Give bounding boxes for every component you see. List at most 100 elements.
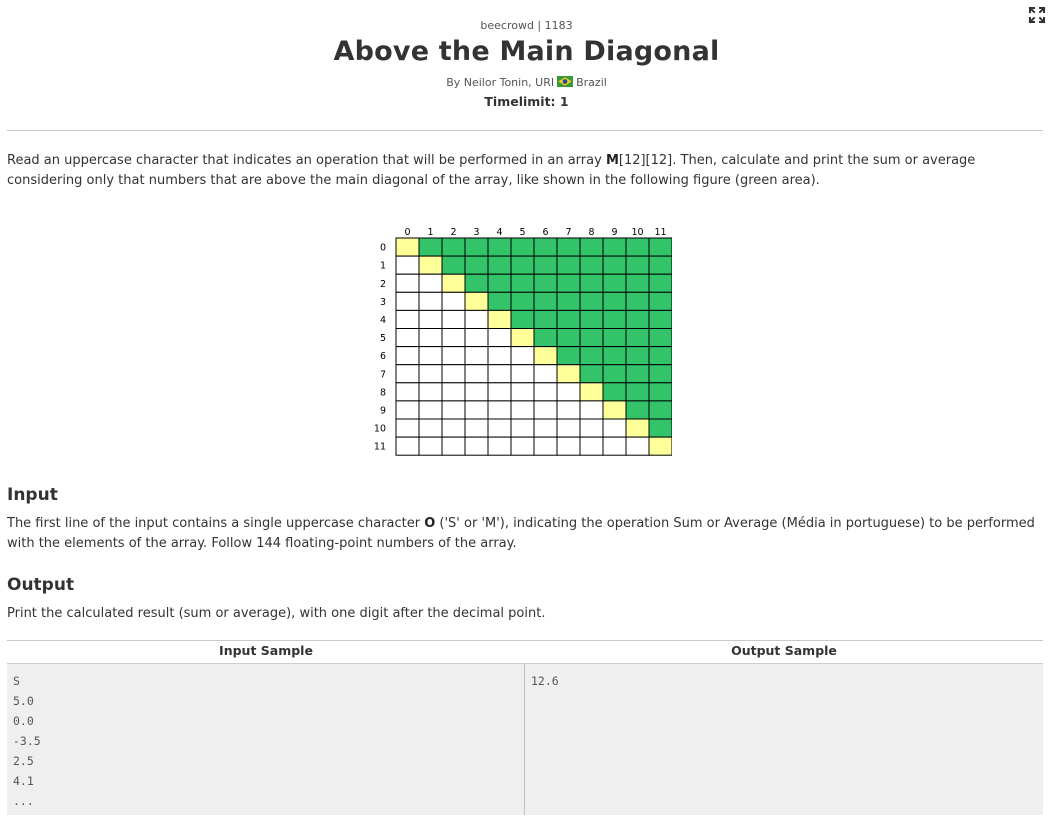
matrix-cell bbox=[464, 418, 489, 438]
matrix-cell bbox=[441, 328, 466, 348]
matrix-cell bbox=[418, 418, 443, 438]
matrix-cell bbox=[418, 364, 443, 384]
matrix-cell bbox=[556, 291, 581, 311]
row-label: 2 bbox=[380, 279, 386, 290]
matrix-cell bbox=[533, 309, 558, 330]
matrix-cell bbox=[441, 273, 466, 293]
output-sample-header: Output Sample bbox=[731, 643, 837, 658]
diagonal-figure: 0 1 2 3 4 5 6 7 8 9 10 11 0 1 2 3 4 5 6 7 8 9 10 11 bbox=[372, 225, 673, 457]
matrix-cell bbox=[625, 309, 650, 330]
brazil-flag-icon bbox=[557, 76, 574, 87]
matrix-cell bbox=[418, 382, 443, 402]
page-title: Above the Main Diagonal bbox=[333, 36, 720, 67]
matrix-cell bbox=[556, 436, 581, 456]
matrix-cell bbox=[556, 418, 581, 438]
matrix-cell bbox=[625, 237, 650, 257]
matrix-cell bbox=[418, 273, 443, 293]
output-description: Print the calculated result (sum or aver… bbox=[7, 606, 546, 621]
matrix-cell bbox=[648, 400, 673, 420]
matrix-cell bbox=[418, 400, 443, 420]
matrix-cell bbox=[579, 255, 604, 275]
matrix-cell bbox=[625, 255, 650, 275]
row-label: 7 bbox=[380, 369, 386, 380]
matrix-cell bbox=[556, 364, 581, 384]
matrix-cell bbox=[625, 346, 650, 366]
expand-button[interactable] bbox=[1027, 5, 1047, 25]
matrix-cell bbox=[510, 309, 535, 330]
matrix-cell bbox=[602, 382, 627, 402]
matrix-cell bbox=[602, 418, 627, 438]
input-heading: Input bbox=[7, 485, 58, 505]
matrix-cell bbox=[395, 346, 420, 366]
matrix-cell bbox=[464, 309, 489, 330]
column-label: 0 bbox=[404, 227, 410, 238]
matrix-cell bbox=[441, 418, 466, 438]
row-label: 8 bbox=[380, 387, 386, 398]
array-name: M bbox=[605, 153, 619, 168]
matrix-cell bbox=[625, 328, 650, 348]
matrix-cell bbox=[510, 382, 535, 402]
row-label: 5 bbox=[380, 333, 386, 344]
matrix-cell bbox=[510, 273, 535, 293]
row-label: 3 bbox=[380, 297, 386, 308]
header-divider bbox=[7, 130, 1043, 131]
matrix-cell bbox=[602, 309, 627, 330]
matrix-cell bbox=[533, 291, 558, 311]
matrix-cell bbox=[625, 291, 650, 311]
matrix-cell bbox=[648, 309, 673, 330]
timelimit: Timelimit: 1 bbox=[484, 94, 569, 109]
matrix-cell bbox=[579, 346, 604, 366]
column-label: 6 bbox=[542, 227, 548, 238]
matrix-cell bbox=[464, 237, 489, 257]
author-name: By Neilor Tonin, URI bbox=[446, 76, 555, 89]
matrix-cell bbox=[487, 418, 512, 438]
matrix-cell bbox=[533, 436, 558, 456]
matrix-cell bbox=[487, 400, 512, 420]
sample-table: Input Sample Output Sample S 5.0 0.0 -3.… bbox=[7, 640, 1043, 815]
output-sample-text: 12.6 bbox=[531, 674, 559, 688]
matrix-cell bbox=[579, 436, 604, 456]
input-sample-cell: S 5.0 0.0 -3.5 2.5 4.1 ... bbox=[7, 663, 525, 815]
matrix-cell bbox=[441, 436, 466, 456]
matrix-cell bbox=[395, 309, 420, 330]
matrix-cell bbox=[602, 364, 627, 384]
matrix-cell bbox=[464, 255, 489, 275]
matrix-cell bbox=[533, 273, 558, 293]
matrix-cell bbox=[395, 382, 420, 402]
matrix-cell bbox=[395, 291, 420, 311]
row-label: 1 bbox=[380, 261, 386, 272]
matrix-cell bbox=[487, 255, 512, 275]
matrix-cell bbox=[487, 291, 512, 311]
matrix-cell bbox=[533, 328, 558, 348]
matrix-cell bbox=[602, 436, 627, 456]
matrix-cell bbox=[395, 237, 420, 257]
matrix-cell bbox=[395, 328, 420, 348]
column-label: 1 bbox=[427, 227, 433, 238]
matrix-cell bbox=[418, 328, 443, 348]
matrix-cell bbox=[533, 382, 558, 402]
column-label: 8 bbox=[588, 227, 594, 238]
input-sample-text: S 5.0 0.0 -3.5 2.5 4.1 ... bbox=[13, 674, 41, 808]
matrix-cell bbox=[556, 382, 581, 402]
matrix-cell bbox=[510, 346, 535, 366]
matrix-cell bbox=[579, 273, 604, 293]
matrix-cell bbox=[648, 291, 673, 311]
matrix-cell bbox=[533, 400, 558, 420]
matrix-cell bbox=[510, 237, 535, 257]
matrix-cell bbox=[464, 328, 489, 348]
matrix-cell bbox=[648, 328, 673, 348]
author-country: Brazil bbox=[576, 76, 607, 89]
matrix-cell bbox=[441, 255, 466, 275]
matrix-cell bbox=[556, 237, 581, 257]
input-sample-header: Input Sample bbox=[219, 643, 313, 658]
matrix-cell bbox=[648, 255, 673, 275]
matrix-cell bbox=[510, 418, 535, 438]
matrix-cell bbox=[648, 382, 673, 402]
expand-icon bbox=[1028, 6, 1046, 24]
matrix-cell bbox=[487, 328, 512, 348]
matrix-cell bbox=[579, 237, 604, 257]
column-label: 9 bbox=[611, 227, 617, 238]
output-sample-cell: 12.6 bbox=[525, 663, 1043, 815]
matrix-cell bbox=[625, 382, 650, 402]
matrix-cell bbox=[579, 418, 604, 438]
